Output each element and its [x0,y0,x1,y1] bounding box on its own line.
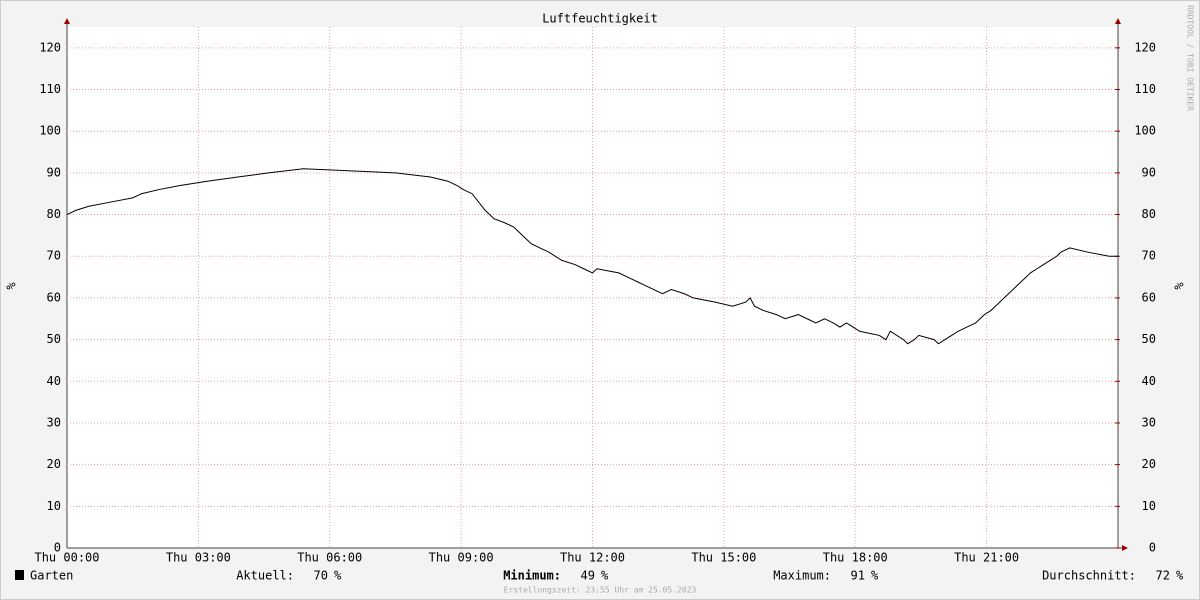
stat-label: Durchschnitt: [1042,569,1136,583]
y2-tick-label: 0 [1149,541,1156,555]
footer: Erstellungszeit: 23:55 Uhr am 25.05.2023 [504,586,697,595]
y2-tick-label: 40 [1142,374,1156,388]
stat-unit: % [601,569,609,583]
y-tick-label: 120 [39,40,61,54]
y2-tick-label: 90 [1142,165,1156,179]
y2-tick-label: 80 [1142,207,1156,221]
y2-tick-label: 60 [1142,290,1156,304]
y-tick-label: 10 [47,499,61,513]
legend-swatch [15,570,24,580]
y-tick-label: 30 [47,415,61,429]
x-tick-label: Thu 00:00 [34,551,99,565]
x-tick-label: Thu 15:00 [691,551,756,565]
y2-tick-label: 10 [1142,499,1156,513]
x-tick-label: Thu 18:00 [823,551,888,565]
plot-area [67,27,1118,548]
stat-unit: % [334,569,342,583]
stat-value: 70 [314,569,328,583]
y-tick-label: 60 [47,290,61,304]
y-tick-label: 40 [47,374,61,388]
y2-tick-label: 50 [1142,332,1156,346]
stat-value: 91 [851,569,865,583]
legend-label: Garten [30,569,73,583]
x-tick-label: Thu 12:00 [560,551,625,565]
x-tick-label: Thu 21:00 [954,551,1019,565]
axis-arrow [1122,545,1128,551]
stat-label: Aktuell: [236,569,294,583]
line-series [66,168,1118,345]
y2-tick-label: 70 [1142,249,1156,263]
y-tick-label: 90 [47,165,61,179]
axis-arrow [1115,18,1121,24]
watermark: RRDTOOL / TOBI OETIKER [1186,5,1195,111]
y-tick-label: 70 [47,249,61,263]
y-tick-label: 20 [47,457,61,471]
x-tick-label: Thu 03:00 [166,551,231,565]
y-tick-label: 100 [39,124,61,138]
y2-tick-label: 110 [1134,82,1156,96]
y2-tick-label: 100 [1134,124,1156,138]
y-tick-label: 0 [54,541,61,555]
y2-tick-label: 30 [1142,415,1156,429]
x-tick-label: Thu 09:00 [429,551,494,565]
stat-value: 72 [1156,569,1170,583]
stat-label: Maximum: [773,569,831,583]
chart-title: Luftfeuchtigkeit [542,12,658,26]
stat-unit: % [1176,569,1184,583]
x-tick-label: Thu 06:00 [297,551,362,565]
stat-label: Minimum: [503,569,561,583]
y-tick-label: 50 [47,332,61,346]
axis-arrow [64,18,70,24]
stat-unit: % [871,569,879,583]
y2-tick-label: 20 [1142,457,1156,471]
y-tick-label: 80 [47,207,61,221]
stat-value: 49 [581,569,595,583]
y2-axis-label: % [1172,282,1186,290]
y-axis-label: % [4,282,18,290]
y-tick-label: 110 [39,82,61,96]
y2-tick-label: 120 [1134,40,1156,54]
